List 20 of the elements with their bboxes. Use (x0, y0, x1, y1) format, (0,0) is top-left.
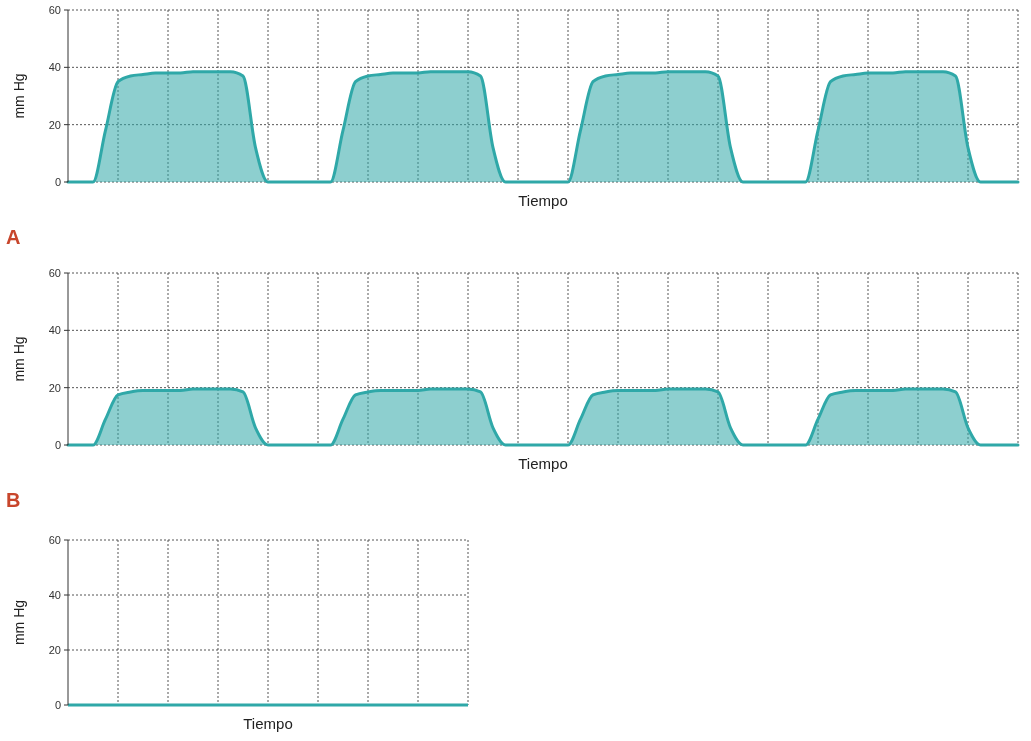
y-tick-label: 60 (48, 533, 61, 546)
y-tick-label: 20 (48, 381, 61, 394)
y-axis-title: mm Hg (11, 73, 27, 119)
y-tick-label: 40 (48, 588, 61, 601)
y-tick-label: 0 (54, 698, 61, 711)
y-tick-label: 60 (48, 3, 61, 16)
y-tick-label: 0 (54, 175, 61, 188)
x-axis-title: Tiempo (518, 455, 568, 472)
y-axis-title: mm Hg (11, 599, 27, 646)
y-tick-label: 40 (48, 61, 61, 74)
y-tick-label: 40 (48, 324, 61, 337)
x-axis-title: Tiempo (518, 192, 568, 209)
y-tick-label: 20 (48, 643, 61, 656)
y-tick-label: 60 (48, 266, 61, 279)
y-tick-label: 20 (48, 118, 61, 131)
y-axis-title: mm Hg (11, 336, 27, 382)
text: B (6, 489, 21, 511)
x-axis-title: Tiempo (243, 715, 293, 732)
text: A (6, 226, 21, 248)
y-tick-label: 0 (54, 438, 61, 451)
